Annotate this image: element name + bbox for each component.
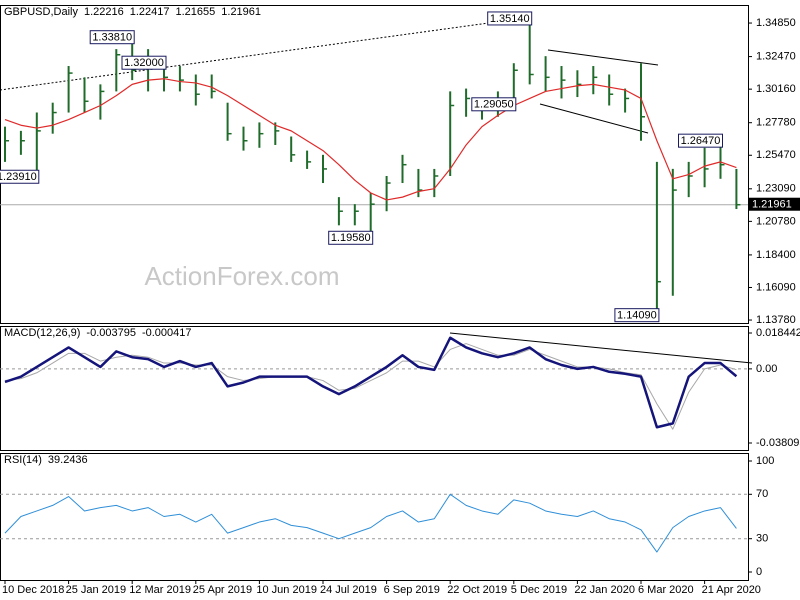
price-label-box bbox=[614, 308, 660, 323]
y-tick-label: 30 bbox=[756, 533, 768, 545]
x-tick-label: 21 Apr 2020 bbox=[702, 584, 761, 596]
panel-title: RSI(14) bbox=[4, 454, 42, 466]
macd-line bbox=[4, 336, 738, 429]
price-label-box bbox=[0, 169, 40, 184]
trend-line bbox=[547, 49, 659, 66]
price-label: 1.29050 bbox=[474, 99, 514, 111]
x-tick-label: 10 Jun 2019 bbox=[256, 584, 317, 596]
price-label-box bbox=[121, 55, 167, 70]
last-price-box bbox=[749, 197, 800, 211]
price-label: 1.19580 bbox=[331, 232, 371, 244]
price-label-box bbox=[487, 11, 533, 26]
panel-value: -0.000417 bbox=[142, 327, 192, 339]
y-tick-label: 100 bbox=[756, 455, 774, 467]
x-tick-label: 25 Jan 2019 bbox=[66, 584, 127, 596]
y-tick-label: 1.32470 bbox=[756, 50, 796, 62]
x-tick-label: 6 Sep 2019 bbox=[384, 584, 440, 596]
y-tick-label: 1.13780 bbox=[756, 314, 796, 326]
x-tick-label: 22 Oct 2019 bbox=[447, 584, 507, 596]
panel-frame bbox=[0, 453, 749, 581]
x-tick-label: 10 Dec 2018 bbox=[2, 584, 64, 596]
price-label: 1.35140 bbox=[490, 13, 530, 25]
price-label-box bbox=[678, 133, 723, 148]
rsi-line bbox=[4, 493, 737, 553]
y-tick-label: 1.27780 bbox=[756, 117, 796, 129]
y-tick-label: 1.30160 bbox=[756, 83, 796, 95]
panel-value: 1.22216 bbox=[84, 6, 124, 18]
y-tick-label: 0.018442 bbox=[756, 327, 800, 339]
y-tick-label: 1.25470 bbox=[756, 149, 796, 161]
price-label: 1.23910 bbox=[0, 171, 37, 183]
panel-value: -0.003795 bbox=[86, 327, 136, 339]
watermark: ActionForex.com bbox=[144, 261, 339, 291]
price-label: 1.14090 bbox=[617, 310, 657, 322]
trend-line bbox=[449, 332, 753, 364]
y-tick-label: 1.20780 bbox=[756, 215, 796, 227]
last-price-label: 1.21961 bbox=[752, 199, 792, 211]
y-tick-label: 1.34850 bbox=[756, 17, 796, 29]
price-label: 1.32000 bbox=[124, 57, 164, 69]
y-tick-label: -0.038095 bbox=[756, 437, 800, 449]
x-tick-label: 12 Mar 2019 bbox=[129, 584, 191, 596]
panel-value: 1.22417 bbox=[130, 6, 170, 18]
panel-value: 39.2436 bbox=[48, 454, 88, 466]
x-tick-label: 6 Mar 2020 bbox=[638, 584, 694, 596]
y-tick-label: 70 bbox=[756, 488, 768, 500]
trend-line bbox=[539, 103, 649, 134]
x-tick-label: 24 Jul 2019 bbox=[320, 584, 377, 596]
x-tick-label: 25 Apr 2019 bbox=[193, 584, 252, 596]
price-label-box bbox=[471, 97, 517, 112]
y-tick-label: 0 bbox=[756, 566, 762, 578]
trend-line bbox=[0, 17, 526, 91]
y-tick-label: 0.00 bbox=[756, 363, 777, 375]
panel-title: MACD(12,26,9) bbox=[4, 327, 80, 339]
panel-title: GBPUSD,Daily bbox=[4, 6, 78, 18]
price-label: 1.26470 bbox=[681, 135, 721, 147]
price-label: 1.33810 bbox=[92, 32, 132, 44]
panel-value: 1.21961 bbox=[221, 6, 261, 18]
x-tick-label: 22 Jan 2020 bbox=[574, 584, 635, 596]
y-tick-label: 1.18400 bbox=[756, 249, 796, 261]
panel-frame bbox=[0, 326, 749, 451]
y-tick-label: 1.23090 bbox=[756, 183, 796, 195]
moving-average bbox=[4, 78, 737, 201]
y-tick-label: 1.16090 bbox=[756, 281, 796, 293]
panel-frame bbox=[0, 5, 749, 324]
price-label-box bbox=[89, 30, 135, 45]
price-label-box bbox=[328, 230, 374, 245]
panel-value: 1.21655 bbox=[176, 6, 216, 18]
x-tick-label: 5 Dec 2019 bbox=[511, 584, 567, 596]
